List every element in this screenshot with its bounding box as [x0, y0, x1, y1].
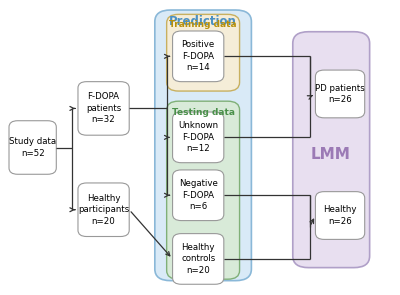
FancyBboxPatch shape — [167, 101, 240, 279]
FancyBboxPatch shape — [316, 70, 365, 118]
Text: F-DOPA
patients
n=32: F-DOPA patients n=32 — [86, 92, 121, 124]
Text: Testing data: Testing data — [172, 109, 235, 117]
Text: Unknown
F-DOPA
n=12: Unknown F-DOPA n=12 — [178, 122, 218, 153]
FancyBboxPatch shape — [172, 31, 224, 82]
Text: Healthy
participants
n=20: Healthy participants n=20 — [78, 194, 129, 226]
Text: Healthy
controls
n=20: Healthy controls n=20 — [181, 243, 215, 275]
FancyBboxPatch shape — [316, 192, 365, 240]
FancyBboxPatch shape — [172, 234, 224, 284]
FancyBboxPatch shape — [172, 170, 224, 221]
Text: Training data: Training data — [170, 19, 237, 29]
FancyBboxPatch shape — [9, 121, 56, 174]
FancyBboxPatch shape — [172, 112, 224, 163]
Text: Positive
F-DOPA
n=14: Positive F-DOPA n=14 — [182, 40, 215, 72]
Text: Negative
F-DOPA
n=6: Negative F-DOPA n=6 — [179, 179, 218, 211]
FancyBboxPatch shape — [293, 32, 370, 268]
Text: PD patients
n=26: PD patients n=26 — [315, 84, 365, 104]
Text: Study data
n=52: Study data n=52 — [9, 137, 56, 158]
Text: Healthy
n=26: Healthy n=26 — [323, 205, 357, 226]
Text: Prediction: Prediction — [169, 15, 237, 28]
FancyBboxPatch shape — [155, 10, 251, 281]
FancyBboxPatch shape — [78, 82, 129, 135]
FancyBboxPatch shape — [167, 14, 240, 91]
Text: LMM: LMM — [311, 147, 351, 162]
FancyBboxPatch shape — [78, 183, 129, 237]
